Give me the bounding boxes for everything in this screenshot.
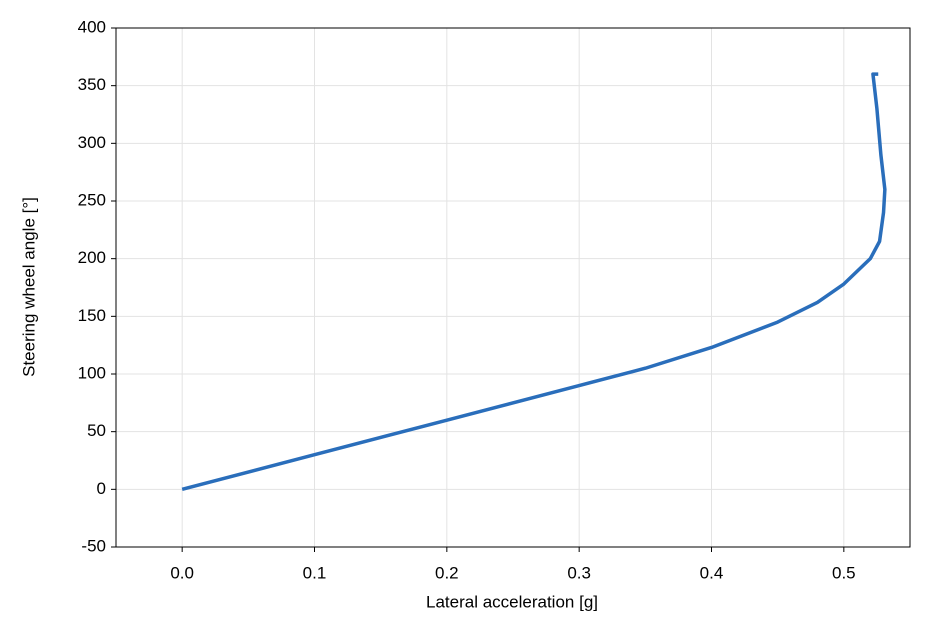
y-tick-label: 0 xyxy=(97,479,106,498)
y-tick-label: -50 xyxy=(81,536,106,555)
x-tick-label: 0.1 xyxy=(303,563,327,582)
y-tick-label: 150 xyxy=(78,306,106,325)
y-tick-label: 300 xyxy=(78,133,106,152)
x-tick-label: 0.4 xyxy=(700,563,724,582)
y-tick-label: 250 xyxy=(78,190,106,209)
y-tick-label: 100 xyxy=(78,363,106,382)
data-line xyxy=(181,72,887,492)
y-tick-label: 50 xyxy=(87,421,106,440)
x-tick-label: 0.3 xyxy=(567,563,591,582)
y-tick-label: 200 xyxy=(78,248,106,267)
y-axis-label: Steering wheel angle [°] xyxy=(19,197,38,377)
x-axis-label: Lateral acceleration [g] xyxy=(426,592,598,611)
x-tick-label: 0.5 xyxy=(832,563,856,582)
x-tick-label: 0.0 xyxy=(170,563,194,582)
plot-frame xyxy=(115,27,911,548)
y-tick-label: 400 xyxy=(78,17,106,36)
x-tick-label: 0.2 xyxy=(435,563,459,582)
y-tick-label: 350 xyxy=(78,75,106,94)
